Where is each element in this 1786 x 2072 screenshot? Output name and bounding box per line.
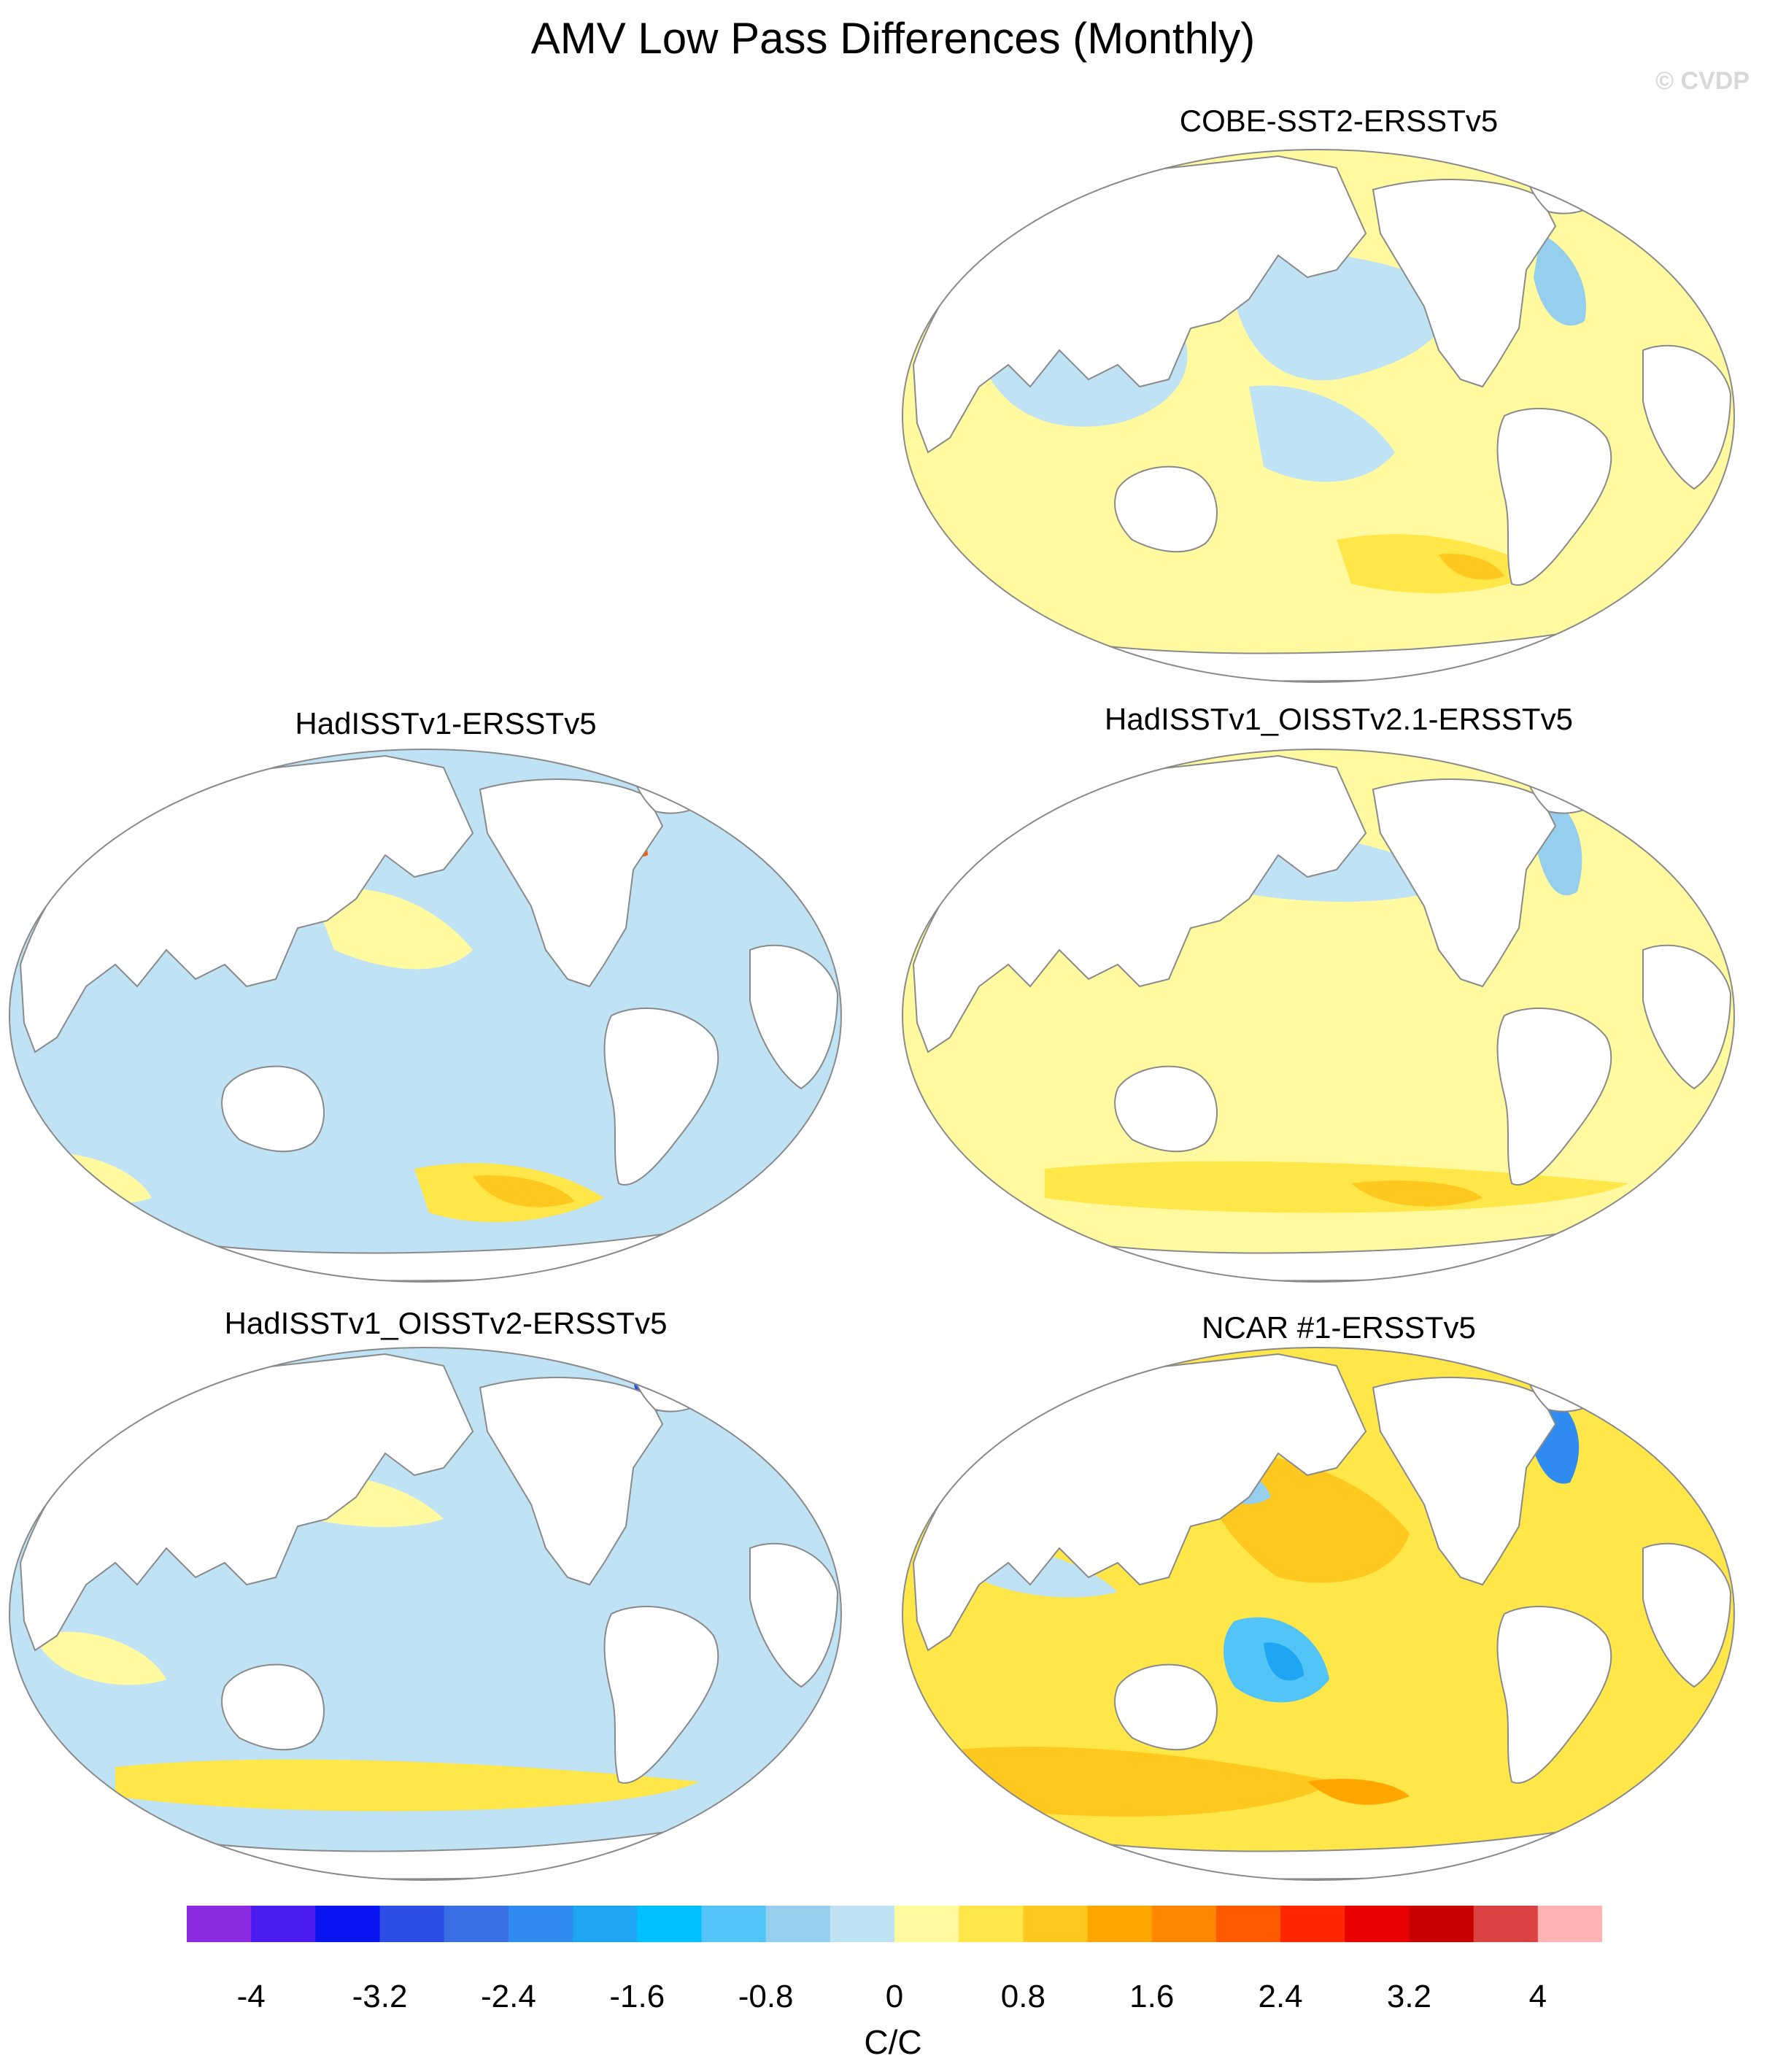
colorbar-swatch [701,1906,767,1942]
panel-title-had21: HadISSTv1_OISSTv2.1-ERSSTv5 [1105,702,1573,736]
colorbar-swatch [959,1906,1024,1942]
colorbar-units: C/C [864,2023,922,2061]
colorbar-tick-label: -1.6 [609,1979,665,2014]
colorbar-swatch [1087,1906,1153,1942]
colorbar-swatch [1280,1906,1345,1942]
colorbar-tick-label: -3.2 [352,1979,408,2014]
colorbar-swatch [830,1906,895,1942]
colorbar-tick-label: -2.4 [480,1979,536,2014]
colorbar-swatch [1537,1906,1602,1942]
colorbar-tick-label: 0 [885,1979,904,2014]
colorbar-swatch [1151,1906,1217,1942]
colorbar-swatch [508,1906,573,1942]
colorbar-tick-label: 0.8 [1000,1979,1045,2014]
panel-title-had1: HadISSTv1-ERSSTv5 [295,706,597,741]
colorbar-tick-label: 2.4 [1258,1979,1303,2014]
colorbar [187,1906,1602,1942]
page-title: AMV Low Pass Differences (Monthly) [530,14,1256,63]
map-cobe [902,149,1735,683]
panel-title-had2: HadISSTv1_OISSTv2-ERSSTv5 [224,1306,668,1340]
colorbar-swatch [765,1906,831,1942]
colorbar-swatch [1345,1906,1410,1942]
colorbar-tick-label: 3.2 [1386,1979,1432,2014]
map-ncar [902,1347,1735,1881]
colorbar-tick-label: 4 [1528,1979,1547,2014]
colorbar-swatch [573,1906,638,1942]
panel-title-cobe: COBE-SST2-ERSSTv5 [1179,104,1499,138]
colorbar-swatch [1215,1906,1281,1942]
colorbar-swatch [187,1906,252,1942]
colorbar-swatch [315,1906,381,1942]
colorbar-swatch [637,1906,702,1942]
watermark: © CVDP [1655,67,1750,95]
colorbar-swatch [251,1906,316,1942]
colorbar-swatch [379,1906,445,1942]
panel-title-ncar: NCAR #1-ERSSTv5 [1202,1310,1476,1345]
colorbar-tick-label: -0.8 [738,1979,794,2014]
map-had1 [9,749,842,1283]
colorbar-swatch [1409,1906,1474,1942]
map-had21 [902,749,1735,1283]
map-had2 [9,1347,842,1881]
colorbar-swatch [894,1906,959,1942]
colorbar-swatch [1023,1906,1089,1942]
colorbar-swatch [1473,1906,1539,1942]
colorbar-tick-label: -4 [236,1979,266,2014]
colorbar-swatch [444,1906,509,1942]
colorbar-tick-label: 1.6 [1129,1979,1175,2014]
